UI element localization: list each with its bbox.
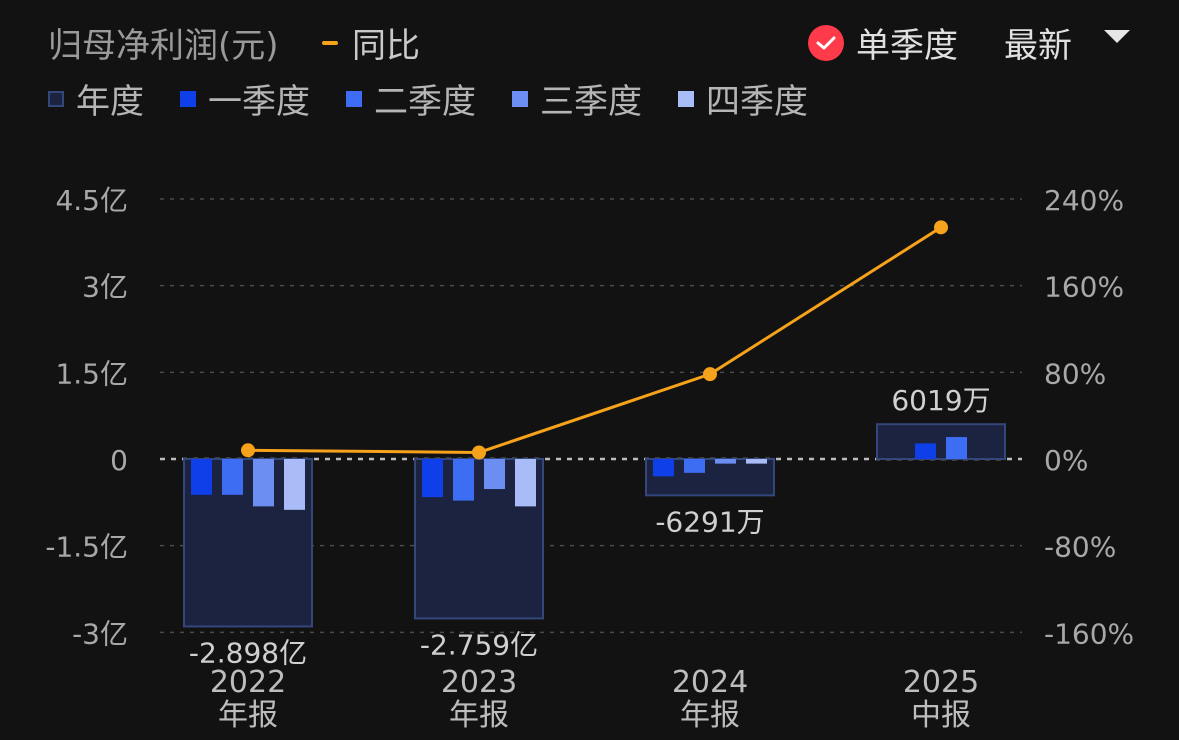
single-quarter-label: 单季度 [856, 26, 958, 66]
yoy-legend-label: 同比 [352, 26, 420, 66]
yoy-legend[interactable]: 同比 [322, 18, 420, 67]
legend-label: 二季度 [374, 82, 476, 122]
annual-bar [645, 458, 775, 497]
y-right-tick-label: 240% [1044, 184, 1124, 217]
legend-item-q1[interactable]: 一季度 [180, 74, 310, 123]
y-left-tick-label: 3亿 [82, 271, 128, 304]
quarter-bar [253, 459, 274, 507]
x-tick-year: 2024 [672, 665, 748, 700]
legend-swatch [346, 90, 362, 107]
quarter-bar [715, 459, 736, 464]
quarter-bar [222, 459, 243, 495]
x-tick-period: 年报 [218, 698, 278, 733]
quarter-bar [453, 459, 474, 501]
y-left-tick-label: -1.5亿 [45, 531, 128, 564]
legend-label: 一季度 [208, 82, 310, 122]
y-left-tick-label: 1.5亿 [55, 357, 128, 390]
x-tick-year: 2022 [210, 665, 286, 700]
chart-header: 归母净利润(元) 同比 单季度 最新 年度 一季度 二季度 三季度 四季度 [0, 0, 1179, 130]
annual-value-label: -2.898亿 [189, 636, 307, 669]
legend: 年度 一季度 二季度 三季度 四季度 [48, 74, 844, 123]
legend-label: 年度 [76, 82, 144, 122]
legend-item-q3[interactable]: 三季度 [512, 74, 642, 123]
quarter-bar [653, 459, 674, 477]
y-left-tick-label: 4.5亿 [55, 184, 128, 217]
yoy-point [703, 367, 717, 382]
annual-value-label: 6019万 [891, 384, 990, 417]
yoy-line-icon [322, 40, 338, 45]
legend-swatch [512, 90, 528, 107]
x-tick-period: 年报 [449, 698, 509, 733]
single-quarter-toggle[interactable]: 单季度 [808, 18, 958, 67]
legend-label: 三季度 [540, 82, 642, 122]
annual-value-label: -2.759亿 [420, 628, 538, 661]
latest-selector[interactable]: 最新 [1004, 26, 1072, 66]
annual-value-label: -6291万 [655, 505, 764, 538]
chart-title: 归母净利润(元) [48, 26, 279, 66]
quarter-bar [284, 459, 305, 510]
checkmark-icon [808, 24, 844, 61]
quarter-bar [515, 459, 536, 507]
y-right-tick-label: 80% [1044, 357, 1106, 390]
x-tick-period: 中报 [911, 698, 971, 733]
y-left-tick-label: -3亿 [72, 617, 128, 650]
legend-swatch [678, 90, 694, 107]
x-tick-year: 2025 [903, 665, 979, 700]
legend-item-q2[interactable]: 二季度 [346, 74, 476, 123]
y-left-tick-label: 0 [110, 444, 128, 477]
legend-swatch [48, 90, 64, 107]
yoy-point [472, 445, 486, 460]
quarter-bar [191, 459, 212, 495]
yoy-point [241, 443, 255, 458]
caret-down-icon[interactable] [1104, 30, 1130, 43]
quarter-bar [422, 459, 443, 498]
annual-bar [876, 423, 1006, 460]
y-right-tick-label: -160% [1044, 617, 1134, 650]
x-tick-year: 2023 [441, 665, 517, 700]
legend-swatch [180, 90, 196, 107]
quarter-bar [746, 459, 767, 464]
legend-item-q4[interactable]: 四季度 [678, 74, 808, 123]
y-right-tick-label: 160% [1044, 271, 1124, 304]
quarter-bar [915, 443, 936, 459]
quarter-bar [484, 459, 505, 490]
quarter-bar [946, 437, 967, 459]
legend-label: 四季度 [706, 82, 808, 122]
x-tick-period: 年报 [680, 698, 740, 733]
yoy-point [934, 220, 948, 235]
yoy-line [247, 226, 942, 454]
legend-item-annual[interactable]: 年度 [48, 74, 144, 123]
y-right-tick-label: -80% [1044, 531, 1116, 564]
y-right-tick-label: 0% [1044, 444, 1088, 477]
quarter-bar [684, 459, 705, 473]
